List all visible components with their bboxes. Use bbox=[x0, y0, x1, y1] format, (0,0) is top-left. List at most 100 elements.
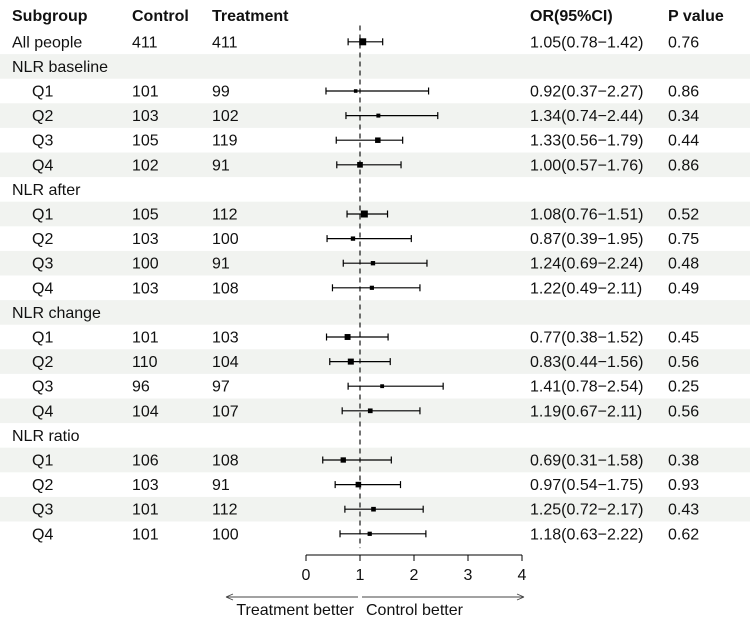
or-ci-text: 0.83(0.44−1.56) bbox=[530, 354, 643, 371]
or-ci-text: 1.22(0.49−2.11) bbox=[530, 280, 642, 297]
p-value: 0.49 bbox=[668, 280, 699, 297]
table-row: Q2 103 102 1.34(0.74−2.44) 0.34 bbox=[32, 108, 699, 125]
control-arrow-head bbox=[516, 593, 525, 601]
or-ci-text: 1.33(0.56−1.79) bbox=[530, 133, 643, 150]
control-count: 101 bbox=[132, 84, 159, 101]
or-ci-text: 0.87(0.39−1.95) bbox=[530, 231, 643, 248]
treatment-count: 119 bbox=[212, 133, 238, 150]
row-label: Q2 bbox=[32, 231, 53, 248]
p-value: 0.44 bbox=[668, 133, 699, 150]
table-row: Q1 106 108 0.69(0.31−1.58) 0.38 bbox=[32, 453, 699, 470]
or-ci-text: 1.25(0.72−2.17) bbox=[530, 502, 643, 519]
row-label: Q2 bbox=[32, 354, 53, 371]
or-ci-text: 1.18(0.63−2.22) bbox=[530, 526, 643, 543]
table-row: Q3 100 91 1.24(0.69−2.24) 0.48 bbox=[32, 256, 699, 273]
p-value: 0.43 bbox=[668, 502, 699, 519]
treatment-count: 103 bbox=[212, 330, 239, 347]
odds-ratio-point bbox=[380, 384, 385, 389]
or-ci-text: 0.77(0.38−1.52) bbox=[530, 330, 643, 347]
control-count: 105 bbox=[132, 133, 159, 150]
table-row: Q2 103 91 0.97(0.54−1.75) 0.93 bbox=[32, 477, 699, 494]
row-band bbox=[0, 300, 750, 325]
p-value: 0.52 bbox=[668, 207, 699, 224]
table-row: Q4 104 107 1.19(0.67−2.11) 0.56 bbox=[32, 403, 699, 420]
odds-ratio-point bbox=[369, 285, 374, 290]
p-value: 0.93 bbox=[668, 477, 699, 494]
odds-ratio-point bbox=[376, 113, 381, 118]
control-count: 103 bbox=[132, 477, 159, 494]
or-ci-column-header: OR(95%CI) bbox=[530, 8, 613, 25]
row-label: Q1 bbox=[32, 330, 53, 347]
row-label: Q2 bbox=[32, 477, 53, 494]
row-label: Q1 bbox=[32, 453, 53, 470]
table-row: Q4 103 108 1.22(0.49−2.11) 0.49 bbox=[32, 280, 699, 297]
treatment-count: 91 bbox=[212, 477, 230, 494]
subgroup-header-row: NLR change bbox=[12, 305, 101, 322]
or-ci-text: 0.92(0.37−2.27) bbox=[530, 84, 643, 101]
row-label: Q2 bbox=[32, 108, 53, 125]
control-count: 101 bbox=[132, 526, 159, 543]
row-label: Q3 bbox=[32, 133, 53, 150]
or-ci-text: 1.19(0.67−2.11) bbox=[530, 403, 642, 420]
treatment-count: 112 bbox=[212, 502, 238, 519]
row-label: All people bbox=[12, 34, 82, 51]
table-row: Q4 101 100 1.18(0.63−2.22) 0.62 bbox=[32, 526, 699, 543]
or-ci-text: 1.24(0.69−2.24) bbox=[530, 256, 643, 273]
or-ci-text: 1.05(0.78−1.42) bbox=[530, 34, 643, 51]
control-count: 96 bbox=[132, 379, 150, 396]
odds-ratio-point bbox=[360, 210, 368, 218]
treatment-column-header: Treatment bbox=[212, 8, 289, 25]
p-value: 0.86 bbox=[668, 157, 699, 174]
odds-ratio-point bbox=[359, 38, 367, 46]
control-count: 106 bbox=[132, 453, 159, 470]
p-value: 0.76 bbox=[668, 34, 699, 51]
row-label: Q3 bbox=[32, 256, 53, 273]
treatment-count: 108 bbox=[212, 453, 239, 470]
treatment-count: 100 bbox=[212, 526, 239, 543]
control-column-header: Control bbox=[132, 8, 189, 25]
control-count: 105 bbox=[132, 207, 159, 224]
subgroup-header-row: NLR ratio bbox=[12, 428, 80, 445]
control-count: 103 bbox=[132, 280, 159, 297]
odds-ratio-point bbox=[340, 457, 346, 463]
control-count: 102 bbox=[132, 157, 159, 174]
p-value: 0.38 bbox=[668, 453, 699, 470]
subgroup-header-row: NLR after bbox=[12, 182, 81, 199]
treatment-arrow-head bbox=[225, 593, 234, 601]
p-value: 0.75 bbox=[668, 231, 699, 248]
subgroup-column-header: Subgroup bbox=[12, 8, 88, 25]
table-row: Q3 101 112 1.25(0.72−2.17) 0.43 bbox=[32, 502, 699, 519]
row-label: Q4 bbox=[32, 157, 53, 174]
chart-marks bbox=[322, 25, 444, 549]
odds-ratio-point bbox=[355, 481, 362, 488]
table-row: Q1 101 99 0.92(0.37−2.27) 0.86 bbox=[32, 84, 699, 101]
treatment-count: 99 bbox=[212, 84, 230, 101]
treatment-count: 91 bbox=[212, 256, 230, 273]
data-rows: All people 411 411 1.05(0.78−1.42) 0.76 NLR b… bbox=[12, 34, 699, 543]
p-value: 0.48 bbox=[668, 256, 699, 273]
x-axis: 0 1 2 3 4 Treatment better Control better bbox=[225, 554, 527, 619]
subgroup-header-label: NLR ratio bbox=[12, 428, 80, 445]
p-value: 0.86 bbox=[668, 84, 699, 101]
subgroup-header-row: NLR baseline bbox=[12, 59, 108, 76]
control-count: 411 bbox=[132, 34, 158, 51]
or-ci-text: 1.00(0.57−1.76) bbox=[530, 157, 643, 174]
treatment-count: 97 bbox=[212, 379, 230, 396]
table-row: Q3 105 119 1.33(0.56−1.79) 0.44 bbox=[32, 133, 699, 150]
odds-ratio-point bbox=[371, 506, 376, 512]
x-tick-label: 2 bbox=[410, 567, 419, 584]
row-label: Q1 bbox=[32, 207, 53, 224]
table-row: Q1 101 103 0.77(0.38−1.52) 0.45 bbox=[32, 330, 699, 347]
x-tick-label: 4 bbox=[518, 567, 527, 584]
p-value: 0.25 bbox=[668, 379, 699, 396]
table-row: Q1 105 112 1.08(0.76−1.51) 0.52 bbox=[32, 207, 699, 224]
control-count: 103 bbox=[132, 108, 159, 125]
subgroup-header-label: NLR baseline bbox=[12, 59, 108, 76]
odds-ratio-point bbox=[353, 89, 358, 93]
odds-ratio-point bbox=[344, 334, 351, 340]
control-better-label: Control better bbox=[366, 602, 464, 619]
row-label: Q4 bbox=[32, 280, 53, 297]
table-row: Q4 102 91 1.00(0.57−1.76) 0.86 bbox=[32, 157, 699, 174]
odds-ratio-point bbox=[375, 137, 381, 143]
control-count: 100 bbox=[132, 256, 159, 273]
